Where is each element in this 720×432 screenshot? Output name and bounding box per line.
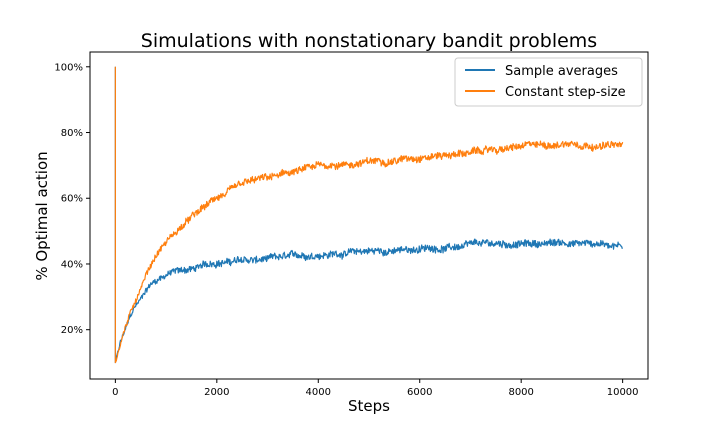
- y-tick-label: 80%: [61, 128, 83, 139]
- y-tick-label: 60%: [61, 194, 83, 205]
- series-layer: [114, 66, 624, 364]
- x-axis: 0 2000 4000 6000 8000 10000: [112, 379, 639, 398]
- x-axis-title: Steps: [348, 397, 390, 415]
- y-tick-label: 100%: [54, 62, 83, 73]
- x-tick-label: 2000: [204, 387, 229, 398]
- series-sample-averages: [114, 66, 624, 364]
- x-tick-label: 6000: [407, 387, 432, 398]
- legend: Sample averages Constant step-size: [454, 57, 643, 107]
- legend-label-sample-averages: Sample averages: [505, 64, 618, 79]
- chart-title: Simulations with nonstationary bandit pr…: [141, 30, 597, 52]
- x-tick-label: 8000: [508, 387, 533, 398]
- y-axis-title: % Optimal action: [33, 151, 51, 280]
- series-constant-step-size: [114, 66, 624, 364]
- legend-box: [454, 57, 643, 107]
- y-axis: 20% 40% 60% 80% 100%: [54, 62, 90, 336]
- x-tick-label: 4000: [306, 387, 331, 398]
- legend-label-constant-step-size: Constant step-size: [505, 85, 626, 100]
- y-tick-label: 40%: [61, 259, 83, 270]
- y-tick-label: 20%: [61, 325, 83, 336]
- x-tick-label: 10000: [607, 387, 639, 398]
- x-tick-label: 0: [112, 387, 118, 398]
